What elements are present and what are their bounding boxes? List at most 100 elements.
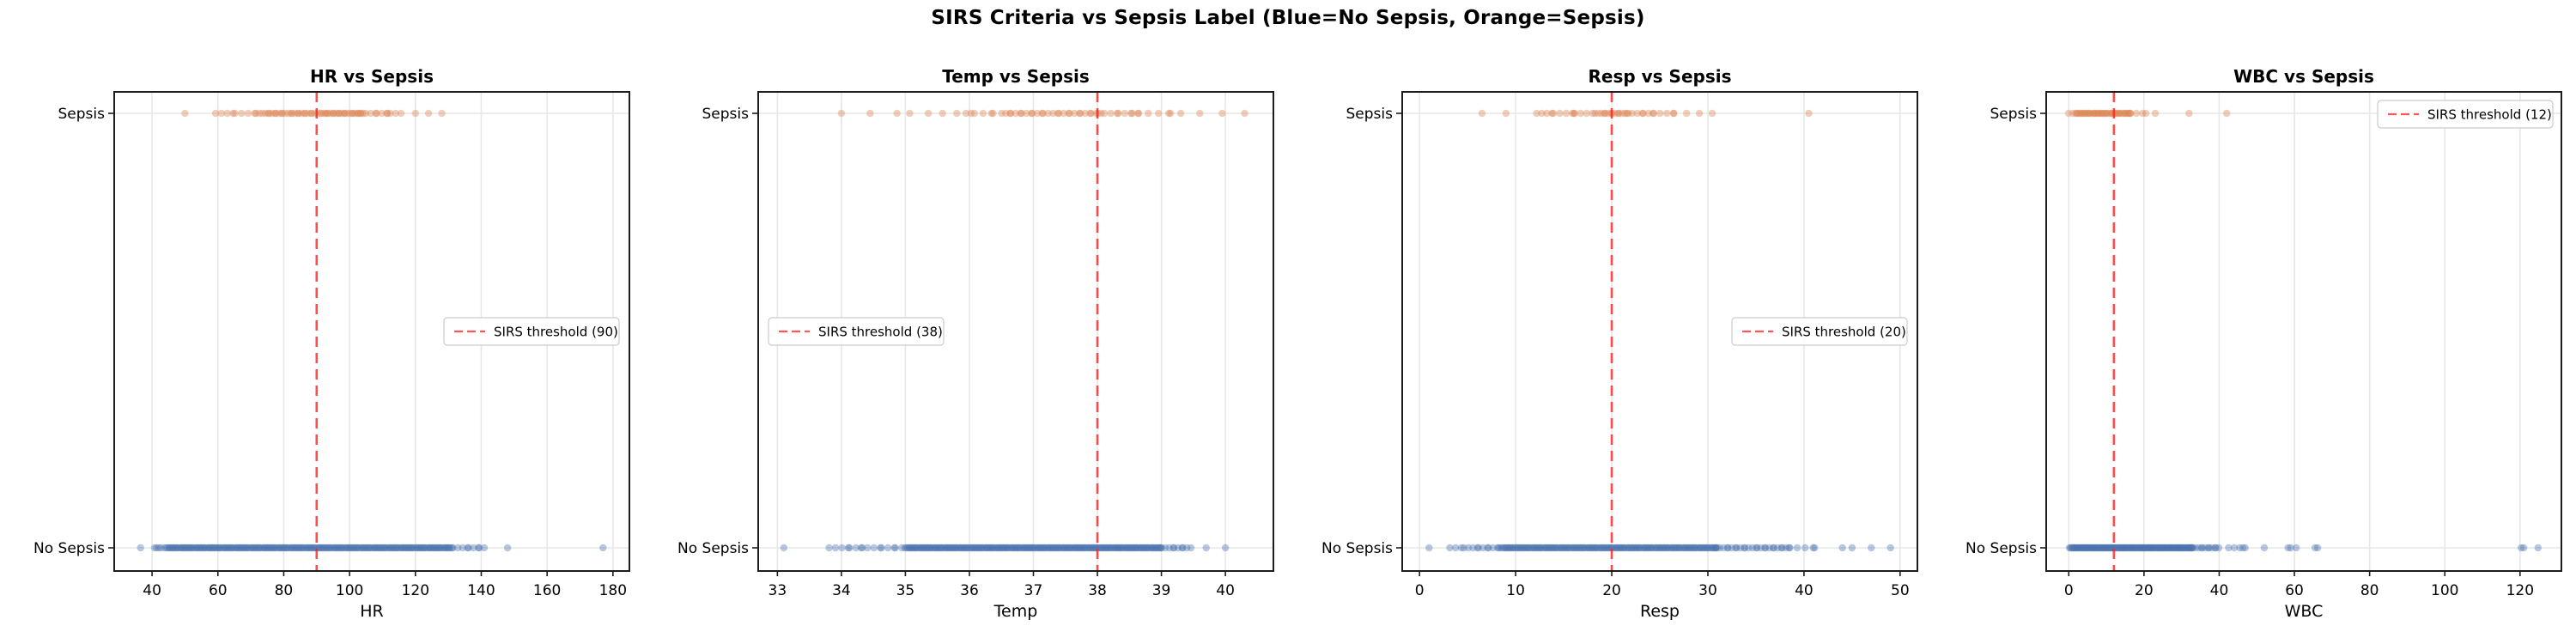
scatter-point <box>2165 544 2173 552</box>
scatter-point <box>413 544 422 552</box>
scatter-point <box>2130 544 2139 552</box>
scatter-point <box>1639 109 1647 118</box>
scatter-point <box>1118 544 1126 552</box>
axes-frame <box>757 91 1274 572</box>
scatter-point <box>244 109 252 118</box>
scatter-point <box>2106 544 2115 552</box>
scatter-point <box>1019 544 1027 552</box>
scatter-point <box>2147 544 2155 552</box>
scatter-point <box>441 544 449 552</box>
scatter-point <box>1097 109 1105 118</box>
scatter-point <box>236 544 244 552</box>
scatter-point <box>412 544 420 552</box>
scatter-point <box>428 544 435 552</box>
scatter-point <box>1018 544 1026 552</box>
scatter-point <box>438 544 446 552</box>
scatter-point <box>1473 544 1481 552</box>
scatter-point <box>255 544 263 552</box>
scatter-point <box>267 544 276 552</box>
scatter-point <box>301 109 308 118</box>
scatter-point <box>1774 544 1782 552</box>
scatter-point <box>1165 544 1173 552</box>
scatter-point <box>2074 544 2081 552</box>
scatter-point <box>2081 109 2089 118</box>
scatter-point <box>2139 109 2147 118</box>
scatter-point <box>939 544 947 552</box>
scatter-point <box>2182 544 2190 552</box>
scatter-point <box>1129 544 1137 552</box>
scatter-point <box>967 109 975 118</box>
scatter-point <box>2099 544 2106 552</box>
scatter-point <box>326 544 334 552</box>
scatter-point <box>278 109 286 118</box>
scatter-point <box>1514 544 1522 552</box>
scatter-point <box>2098 544 2105 552</box>
scatter-point <box>262 109 270 118</box>
scatter-point <box>1028 109 1036 118</box>
scatter-point <box>1528 544 1535 552</box>
scatter-point <box>1601 109 1608 118</box>
scatter-point <box>978 544 986 552</box>
scatter-point <box>1135 544 1143 552</box>
scatter-point <box>2102 109 2110 118</box>
scatter-point <box>409 544 416 552</box>
scatter-point <box>2139 544 2147 552</box>
axes-frame <box>1401 91 1918 572</box>
scatter-point <box>2183 544 2190 552</box>
scatter-point <box>1691 544 1699 552</box>
scatter-point <box>1015 544 1023 552</box>
scatter-point <box>1153 544 1161 552</box>
scatter-point <box>1033 109 1042 118</box>
scatter-point <box>1052 544 1060 552</box>
legend-box <box>768 317 945 346</box>
scatter-point <box>1716 544 1723 552</box>
scatter-point <box>1613 544 1621 552</box>
scatter-point <box>359 544 367 552</box>
scatter-point <box>214 544 222 552</box>
scatter-point <box>1196 109 1204 118</box>
scatter-point <box>1142 544 1150 552</box>
scatter-point <box>400 544 408 552</box>
scatter-point <box>2087 109 2094 118</box>
scatter-point <box>2105 544 2113 552</box>
scatter-point <box>957 544 964 552</box>
scatter-point <box>1006 544 1015 552</box>
scatter-point <box>1805 109 1813 118</box>
scatter-point <box>429 544 437 552</box>
scatter-point <box>1569 544 1577 552</box>
scatter-point <box>2164 544 2172 552</box>
scatter-point <box>1179 544 1187 552</box>
scatter-point <box>599 544 607 552</box>
scatter-point <box>942 544 951 552</box>
category-label: Sepsis <box>702 106 750 123</box>
x-tick-label: 10 <box>1506 582 1525 599</box>
scatter-point <box>1127 109 1135 118</box>
scatter-point <box>1635 544 1643 552</box>
scatter-point <box>374 544 382 552</box>
scatter-point <box>963 544 971 552</box>
scatter-point <box>962 544 969 552</box>
scatter-point <box>1489 544 1497 552</box>
scatter-point <box>908 544 917 552</box>
scatter-point <box>2093 544 2102 552</box>
scatter-point <box>2134 544 2142 552</box>
scatter-point <box>906 544 914 552</box>
scatter-point <box>1649 109 1657 118</box>
scatter-point <box>276 544 283 552</box>
scatter-point <box>2083 109 2091 118</box>
scatter-point <box>962 109 970 118</box>
scatter-point <box>380 544 387 552</box>
scatter-point <box>417 544 425 552</box>
legend: SIRS threshold (38) <box>768 317 945 346</box>
scatter-point <box>2081 544 2089 552</box>
scatter-point <box>981 544 989 552</box>
scatter-point <box>2101 544 2109 552</box>
scatter-point <box>992 544 1000 552</box>
scatter-point <box>2133 544 2141 552</box>
scatter-point <box>293 544 301 552</box>
scatter-point <box>1084 544 1091 552</box>
scatter-point <box>1026 544 1034 552</box>
scatter-point <box>975 544 982 552</box>
scatter-point <box>1653 544 1661 552</box>
